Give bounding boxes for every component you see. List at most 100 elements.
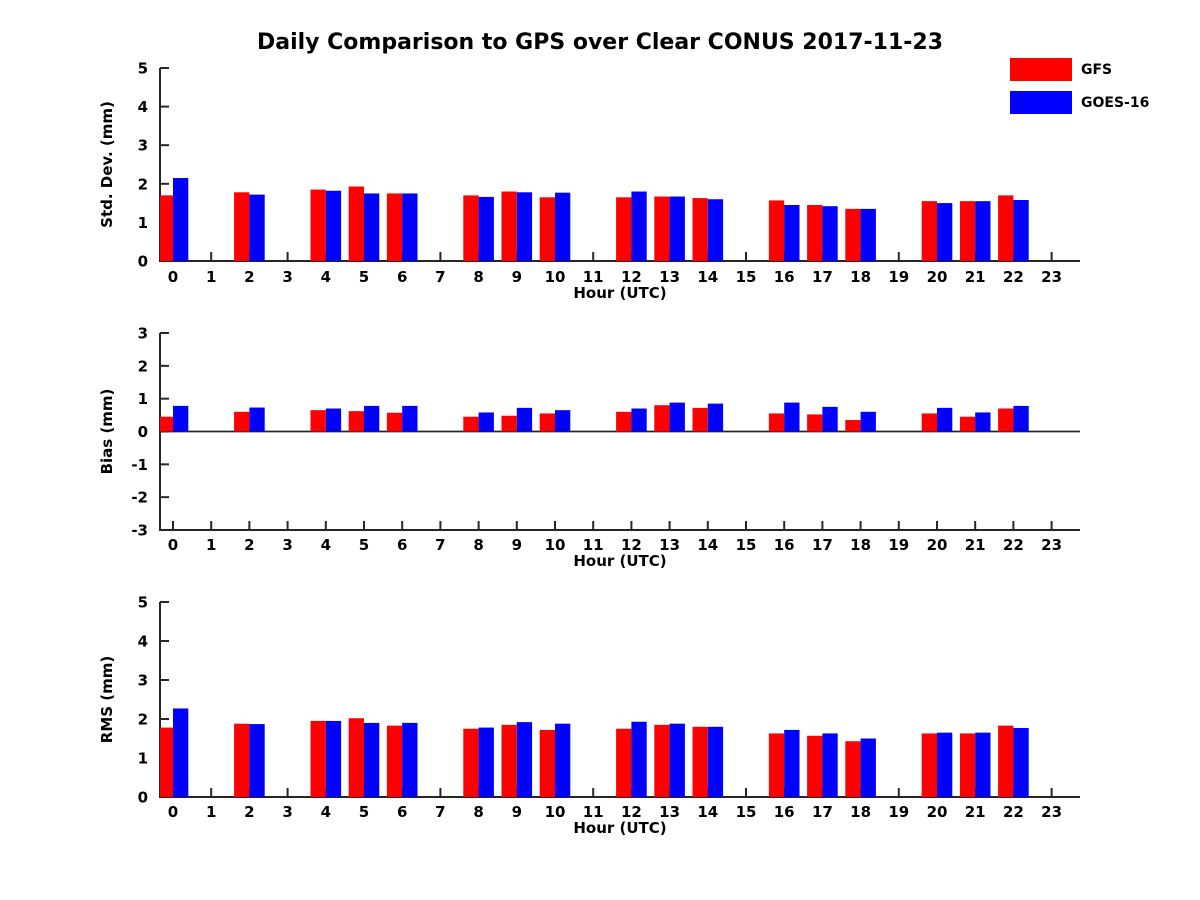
rms-bar-goes-16-h8 xyxy=(478,727,494,797)
stddev-bar-gfs-h13 xyxy=(654,196,670,261)
bias-x-tick-label: 4 xyxy=(321,536,331,554)
bias-x-tick-label: 21 xyxy=(965,536,986,554)
rms-bar-goes-16-h21 xyxy=(975,732,991,797)
stddev-bar-gfs-h17 xyxy=(807,205,823,261)
bias-bar-goes-16-h0 xyxy=(173,405,189,432)
stddev-bar-goes-16-h21 xyxy=(975,201,991,261)
bias-x-tick-label: 15 xyxy=(736,536,757,554)
rms-bar-gfs-h17 xyxy=(807,735,823,797)
rms-x-tick-label: 17 xyxy=(812,803,833,821)
bias-y-tick-label: -2 xyxy=(131,489,148,507)
rms-bar-gfs-h5 xyxy=(348,718,364,797)
stddev-bar-gfs-h12 xyxy=(616,197,632,261)
stddev-x-tick-label: 5 xyxy=(359,268,369,286)
rms-bar-gfs-h2 xyxy=(234,723,250,797)
rms-bar-goes-16-h10 xyxy=(555,723,571,797)
rms-bar-goes-16-h12 xyxy=(631,721,647,797)
rms-bar-goes-16-h5 xyxy=(364,722,380,797)
stddev-x-tick-label: 23 xyxy=(1041,268,1062,286)
bias-y-tick-label: -3 xyxy=(131,522,148,540)
figure-title: Daily Comparison to GPS over Clear CONUS… xyxy=(256,30,944,55)
stddev-x-tick-label: 6 xyxy=(397,268,407,286)
rms-bar-gfs-h22 xyxy=(998,725,1014,797)
rms-y-tick-label: 2 xyxy=(138,711,148,729)
stddev-x-tick-label: 0 xyxy=(168,268,178,286)
stddev-x-tick-label: 7 xyxy=(435,268,445,286)
rms-x-tick-label: 12 xyxy=(621,803,642,821)
bias-y-tick-label: 0 xyxy=(138,423,148,441)
bias-bar-gfs-h10 xyxy=(539,413,555,432)
bias-x-axis-label: Hour (UTC) xyxy=(573,552,666,570)
stddev-bar-goes-16-h17 xyxy=(822,206,838,261)
rms-x-tick-label: 9 xyxy=(512,803,522,821)
rms-bar-goes-16-h9 xyxy=(516,722,533,797)
stddev-bar-goes-16-h18 xyxy=(860,208,876,261)
stddev-x-tick-label: 4 xyxy=(321,268,331,286)
bias-x-tick-label: 7 xyxy=(435,536,445,554)
stddev-x-tick-label: 14 xyxy=(697,268,718,286)
rms-x-tick-label: 2 xyxy=(244,803,254,821)
bias-x-tick-label: 16 xyxy=(774,536,795,554)
bias-x-tick-label: 10 xyxy=(545,536,566,554)
rms-x-tick-label: 6 xyxy=(397,803,407,821)
stddev-y-tick-label: 1 xyxy=(138,214,148,232)
rms-x-tick-label: 15 xyxy=(736,803,757,821)
rms-x-tick-label: 4 xyxy=(321,803,331,821)
stddev-bar-gfs-h0 xyxy=(160,195,173,261)
rms-bar-gfs-h6 xyxy=(386,725,403,797)
bias-y-axis-label: Bias (mm) xyxy=(98,389,116,475)
rms-bar-goes-16-h16 xyxy=(784,729,800,797)
bias-bar-gfs-h13 xyxy=(654,405,670,432)
rms-x-tick-label: 21 xyxy=(965,803,986,821)
stddev-bar-goes-16-h14 xyxy=(707,199,724,261)
bias-y-tick-label: 2 xyxy=(138,357,148,375)
legend: GFS GOES-16 xyxy=(1010,58,1149,124)
rms-bar-goes-16-h6 xyxy=(402,722,418,797)
bias-bar-goes-16-h14 xyxy=(707,403,724,432)
stddev-bar-gfs-h2 xyxy=(234,192,250,261)
stddev-y-tick-label: 4 xyxy=(138,98,148,116)
stddev-bar-gfs-h4 xyxy=(310,189,326,261)
rms-x-tick-label: 10 xyxy=(545,803,566,821)
stddev-x-tick-label: 15 xyxy=(736,268,757,286)
bias-bar-gfs-h20 xyxy=(921,413,937,432)
bias-y-tick-label: 3 xyxy=(138,325,148,343)
bias-bar-goes-16-h12 xyxy=(631,408,647,432)
stddev-y-tick-label: 2 xyxy=(138,175,148,193)
stddev-bar-gfs-h5 xyxy=(348,186,364,261)
rms-x-tick-label: 1 xyxy=(206,803,216,821)
stddev-x-tick-label: 13 xyxy=(659,268,680,286)
bias-bar-gfs-h6 xyxy=(386,412,403,432)
rms-x-tick-label: 0 xyxy=(168,803,178,821)
bias-x-tick-label: 3 xyxy=(282,536,292,554)
stddev-bar-gfs-h14 xyxy=(692,198,708,261)
stddev-bar-goes-16-h2 xyxy=(249,194,265,261)
bias-bar-goes-16-h21 xyxy=(975,412,991,432)
bias-bar-gfs-h22 xyxy=(998,408,1014,432)
rms-bar-goes-16-h13 xyxy=(669,723,685,797)
stddev-bar-goes-16-h13 xyxy=(669,196,685,261)
bias-x-tick-label: 13 xyxy=(659,536,680,554)
bias-x-tick-label: 17 xyxy=(812,536,833,554)
stddev-x-tick-label: 17 xyxy=(812,268,833,286)
rms-x-tick-label: 14 xyxy=(697,803,718,821)
rms-bar-goes-16-h18 xyxy=(860,738,876,797)
rms-bar-goes-16-h22 xyxy=(1013,727,1029,797)
rms-y-tick-label: 4 xyxy=(138,633,148,651)
stddev-x-tick-label: 9 xyxy=(512,268,522,286)
bias-bar-goes-16-h8 xyxy=(478,412,494,432)
rms-x-tick-label: 18 xyxy=(850,803,871,821)
stddev-bar-goes-16-h10 xyxy=(555,192,571,261)
bias-y-tick-label: 1 xyxy=(138,390,148,408)
bias-bar-goes-16-h20 xyxy=(937,407,953,432)
rms-bar-gfs-h8 xyxy=(463,728,479,797)
stddev-bar-gfs-h8 xyxy=(463,195,479,261)
stddev-bar-goes-16-h9 xyxy=(516,192,533,261)
bias-bar-goes-16-h18 xyxy=(860,411,876,432)
rms-x-tick-label: 20 xyxy=(927,803,948,821)
bias-x-tick-label: 19 xyxy=(888,536,909,554)
